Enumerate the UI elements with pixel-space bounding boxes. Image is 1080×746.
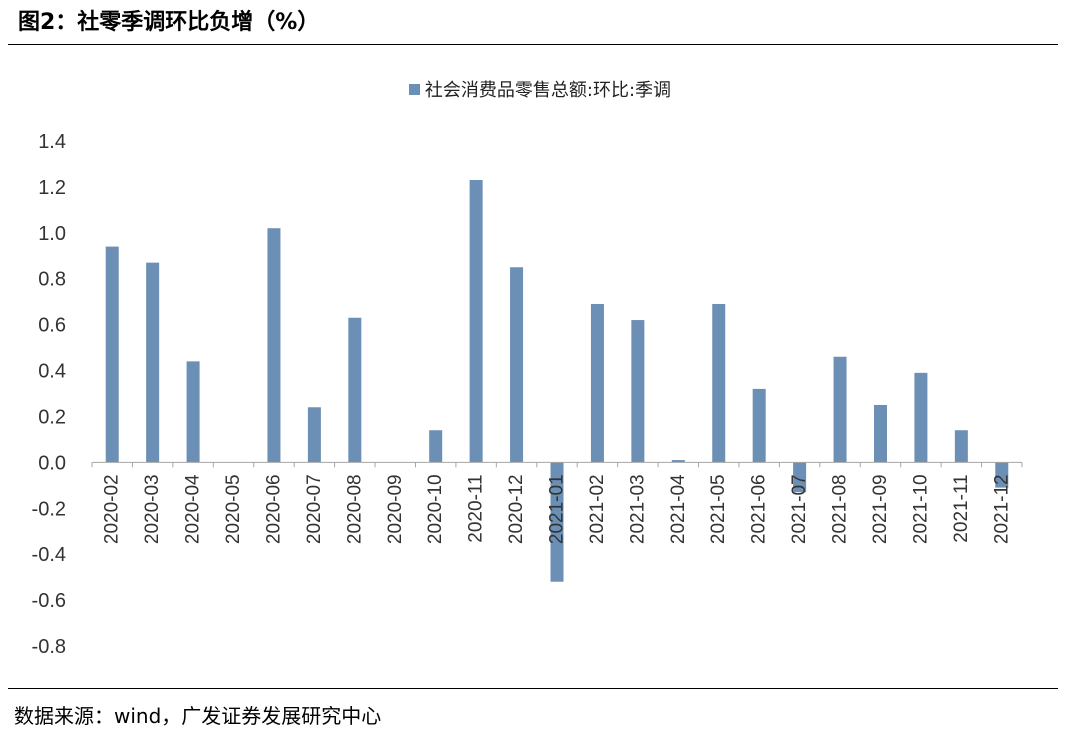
x-tick-label: 2020-05 <box>223 474 244 544</box>
x-tick-label: 2020-10 <box>425 474 446 544</box>
x-tick-label: 2020-02 <box>102 474 123 544</box>
x-tick-label: 2021-01 <box>547 474 568 544</box>
y-tick-label: -0.4 <box>32 544 66 566</box>
x-tick-label: 2020-12 <box>506 474 527 544</box>
x-tick-label: 2021-08 <box>830 474 851 544</box>
bar <box>469 180 483 463</box>
source-note: 数据来源：wind，广发证券发展研究中心 <box>14 704 382 728</box>
bar <box>833 356 847 463</box>
bar <box>631 320 645 463</box>
y-tick-label: 0.4 <box>38 361 66 383</box>
chart-legend: 社会消费品零售总额:环比:季调 <box>0 76 1080 102</box>
y-tick-label: 0.8 <box>38 269 66 291</box>
x-tick-label: 2021-04 <box>668 474 689 544</box>
bar <box>550 462 564 582</box>
bar <box>307 407 321 463</box>
bar <box>793 462 807 493</box>
bar <box>914 372 928 463</box>
bar <box>712 303 726 463</box>
source-divider <box>8 688 1058 689</box>
x-tick-label: 2021-11 <box>951 474 972 542</box>
legend-swatch <box>408 84 420 95</box>
x-tick-label: 2021-10 <box>910 474 931 544</box>
figure-title: 图2：社零季调环比负增（%） <box>18 10 320 35</box>
y-tick-label: -0.2 <box>32 498 66 520</box>
x-tick-label: 2020-11 <box>466 474 487 542</box>
bar <box>995 462 1009 488</box>
bar <box>590 303 604 463</box>
bar <box>954 430 968 463</box>
x-tick-label: 2021-09 <box>870 474 891 544</box>
bar <box>267 228 281 463</box>
title-divider <box>8 44 1058 45</box>
bar <box>146 262 160 463</box>
bar <box>510 267 524 463</box>
y-tick-label: -0.6 <box>32 590 66 612</box>
y-tick-label: 0.6 <box>38 315 66 337</box>
x-tick-label: 2020-08 <box>344 474 365 544</box>
bar <box>752 388 766 463</box>
bar <box>105 246 119 463</box>
bar <box>429 430 443 463</box>
x-tick-label: 2020-07 <box>304 474 325 544</box>
x-tick-label: 2020-09 <box>385 474 406 544</box>
bar <box>186 361 200 463</box>
x-tick-label: 2021-05 <box>708 474 729 544</box>
x-tick-label: 2021-07 <box>789 474 810 544</box>
y-tick-label: 0.0 <box>38 452 66 474</box>
legend-label: 社会消费品零售总额:环比:季调 <box>424 80 672 101</box>
y-tick-label: -0.8 <box>32 636 66 658</box>
x-tick-label: 2021-03 <box>627 474 648 544</box>
x-tick-label: 2020-06 <box>263 474 284 544</box>
y-tick-label: 1.4 <box>38 131 66 153</box>
y-tick-label: 0.2 <box>38 406 66 428</box>
x-tick-label: 2020-03 <box>142 474 163 544</box>
bar <box>873 404 887 463</box>
x-tick-label: 2021-02 <box>587 474 608 544</box>
x-tick-label: 2020-04 <box>183 474 204 544</box>
bar <box>348 317 362 463</box>
y-tick-label: 1.2 <box>38 177 66 199</box>
y-tick-label: 1.0 <box>38 223 66 245</box>
x-tick-label: 2021-12 <box>991 474 1012 544</box>
bar <box>671 460 685 463</box>
x-tick-label: 2021-06 <box>749 474 770 544</box>
